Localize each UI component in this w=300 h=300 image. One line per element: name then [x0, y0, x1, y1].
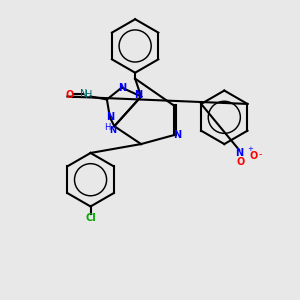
Text: O: O	[250, 151, 258, 161]
Text: N: N	[80, 88, 88, 98]
Text: N: N	[235, 148, 243, 158]
Text: O: O	[65, 90, 73, 100]
Text: O: O	[236, 157, 245, 167]
Text: N: N	[106, 112, 114, 122]
Text: Cl: Cl	[85, 213, 96, 224]
Text: N: N	[118, 82, 126, 93]
Text: N: N	[173, 130, 181, 140]
Text: N: N	[134, 90, 142, 100]
Text: H: H	[104, 123, 110, 132]
Text: +: +	[248, 146, 254, 152]
Text: H: H	[85, 90, 93, 100]
Text: -: -	[259, 149, 262, 160]
Text: N: N	[109, 126, 116, 135]
